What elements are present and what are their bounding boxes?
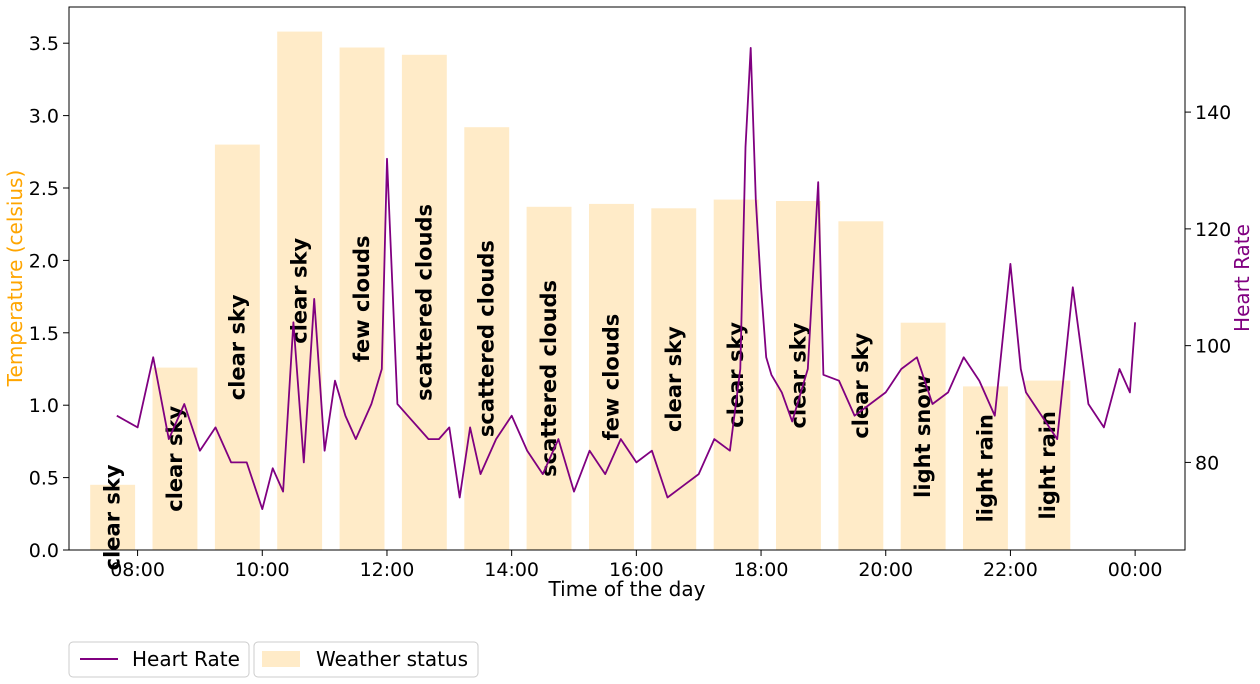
weather-status-label: clear sky	[288, 238, 312, 344]
weather-status-label: few clouds	[599, 314, 623, 441]
legend: Heart Rate Weather status	[68, 641, 479, 678]
weather-status-label: clear sky	[163, 406, 187, 512]
right-axis-title: Heart Rate	[1230, 224, 1254, 332]
left-tick-label: 1.5	[29, 323, 59, 345]
heart-rate-line	[116, 47, 1136, 511]
weather-status-label: few clouds	[350, 235, 374, 362]
temperature-bar	[838, 221, 884, 551]
weather-status-label: clear sky	[787, 322, 811, 428]
weather-status-label: scattered clouds	[537, 280, 561, 477]
right-tick-label: 140	[1195, 102, 1231, 124]
left-tick-label: 2.0	[29, 250, 59, 272]
temperature-bar	[90, 484, 136, 550]
temperature-bar	[401, 54, 447, 551]
x-tick-label: 14:00	[484, 559, 539, 581]
x-tick-label: 12:00	[360, 559, 415, 581]
right-tick-label: 120	[1195, 219, 1231, 241]
legend-weather-box	[253, 641, 479, 678]
weather-status-label: light rain	[974, 414, 998, 522]
plot-frame	[68, 6, 1186, 551]
left-axis-title: Temperature (celsius)	[3, 170, 27, 388]
bars-layer	[90, 31, 1071, 551]
legend-weather-swatch	[262, 651, 300, 667]
left-tick-label: 0.0	[29, 540, 59, 562]
x-tick-label: 16:00	[609, 559, 664, 581]
x-tick-label: 18:00	[734, 559, 789, 581]
weather-status-label: light rain	[1036, 411, 1060, 519]
temperature-bar	[152, 367, 198, 550]
x-tick-label: 00:00	[1108, 559, 1163, 581]
legend-heart-rate-box	[68, 641, 250, 678]
temperature-bar	[713, 199, 759, 550]
x-tick-label: 10:00	[235, 559, 290, 581]
weather-status-label: clear sky	[724, 322, 748, 428]
right-tick-label: 80	[1195, 452, 1219, 474]
left-tick-label: 2.5	[29, 178, 59, 200]
legend-weather-label: Weather status	[316, 647, 468, 671]
x-tick-label: 22:00	[983, 559, 1038, 581]
weather-status-label: clear sky	[662, 326, 686, 432]
axes-layer: 08:00 10:00 12:00 14:00 16:00 18:00 20:00 22:00…	[29, 33, 1231, 581]
weather-status-label: light snow	[911, 375, 935, 498]
temperature-bar	[214, 144, 260, 550]
weather-status-label: clear sky	[101, 464, 125, 570]
temperature-bar	[339, 47, 385, 550]
temperature-bar	[1025, 380, 1071, 550]
left-tick-label: 3.0	[29, 106, 59, 128]
right-tick-label: 100	[1195, 336, 1231, 358]
heart-rate-layer	[116, 47, 1136, 511]
left-tick-label: 1.0	[29, 395, 59, 417]
temperature-bar	[900, 322, 946, 550]
legend-heart-rate-label: Heart Rate	[132, 647, 240, 671]
left-tick-label: 0.5	[29, 468, 59, 490]
weather-status-label: scattered clouds	[475, 240, 499, 437]
x-tick-label: 20:00	[858, 559, 913, 581]
x-axis-title: Time of the day	[548, 577, 706, 601]
temperature-bar	[589, 203, 634, 550]
left-tick-label: 3.5	[29, 33, 59, 55]
temperature-bar	[526, 206, 572, 551]
x-tick-label: 08:00	[110, 559, 165, 581]
temperature-bar	[464, 127, 510, 550]
weather-status-label: clear sky	[849, 332, 873, 438]
weather-status-label: scattered clouds	[412, 204, 436, 401]
weather-status-label: clear sky	[225, 294, 249, 400]
temperature-bar	[963, 386, 1008, 550]
